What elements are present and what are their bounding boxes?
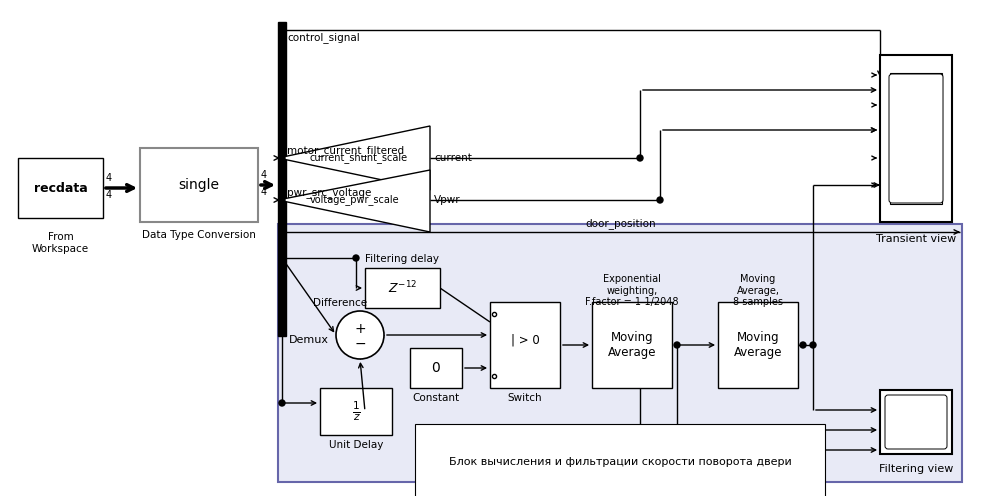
Circle shape xyxy=(279,197,285,203)
Circle shape xyxy=(279,400,285,406)
Bar xyxy=(890,73,942,204)
Text: $\frac{1}{z}$: $\frac{1}{z}$ xyxy=(352,400,361,423)
Text: Vpwr: Vpwr xyxy=(434,195,461,205)
Bar xyxy=(410,348,462,388)
Bar xyxy=(880,55,952,222)
Bar xyxy=(490,302,560,388)
Circle shape xyxy=(279,155,285,161)
Text: 0: 0 xyxy=(432,361,440,375)
Text: current: current xyxy=(434,153,472,163)
FancyBboxPatch shape xyxy=(889,74,943,203)
Text: 4: 4 xyxy=(261,170,268,180)
Text: Блок вычисления и фильтрации скорости поворота двери: Блок вычисления и фильтрации скорости по… xyxy=(449,457,792,467)
Text: Moving
Average,
8 samples: Moving Average, 8 samples xyxy=(733,274,783,307)
Polygon shape xyxy=(278,170,430,232)
Bar xyxy=(880,390,952,454)
Text: +: + xyxy=(354,322,366,336)
Text: Filtering view: Filtering view xyxy=(879,464,953,474)
Text: recdata: recdata xyxy=(34,182,87,194)
Bar xyxy=(278,224,962,482)
Circle shape xyxy=(279,27,285,33)
Text: Filtering delay: Filtering delay xyxy=(366,254,440,264)
Polygon shape xyxy=(278,126,430,190)
Circle shape xyxy=(674,342,680,348)
Text: pwr_src_voltage: pwr_src_voltage xyxy=(287,187,372,198)
Text: Constant: Constant xyxy=(413,393,460,403)
Text: Demux: Demux xyxy=(289,335,329,345)
Circle shape xyxy=(353,255,359,261)
Text: motor_current_filtered: motor_current_filtered xyxy=(287,145,404,156)
Text: Moving
Average: Moving Average xyxy=(733,331,783,359)
Bar xyxy=(365,268,440,308)
Text: $Z^{-12}$: $Z^{-12}$ xyxy=(388,280,417,296)
Text: 4: 4 xyxy=(106,173,112,183)
Text: Switch: Switch xyxy=(508,393,542,403)
Text: 4: 4 xyxy=(261,187,268,197)
Text: Exponential
weighting,
F.factor = 1-1/2048: Exponential weighting, F.factor = 1-1/20… xyxy=(585,274,678,307)
Text: −: − xyxy=(354,337,366,351)
Bar xyxy=(278,22,286,336)
Circle shape xyxy=(336,311,384,359)
Bar xyxy=(718,302,798,388)
Text: voltage_pwr_scale: voltage_pwr_scale xyxy=(310,194,400,205)
Text: control_signal: control_signal xyxy=(287,32,360,43)
Text: Data Type Conversion: Data Type Conversion xyxy=(142,230,256,240)
Bar xyxy=(140,148,258,222)
Circle shape xyxy=(657,197,663,203)
Text: From
Workspace: From Workspace xyxy=(32,232,89,253)
Text: Moving
Average: Moving Average xyxy=(608,331,656,359)
Circle shape xyxy=(279,255,285,261)
Text: single: single xyxy=(178,178,219,192)
Bar xyxy=(18,158,103,218)
Circle shape xyxy=(810,342,816,348)
Bar xyxy=(320,388,392,435)
Circle shape xyxy=(637,155,643,161)
Circle shape xyxy=(800,342,806,348)
Text: Unit Delay: Unit Delay xyxy=(329,440,383,450)
Text: door_position: door_position xyxy=(586,218,656,229)
Text: Transient view: Transient view xyxy=(876,234,956,244)
Text: current_shunt_scale: current_shunt_scale xyxy=(310,153,408,164)
FancyBboxPatch shape xyxy=(885,395,947,449)
Bar xyxy=(592,302,672,388)
Text: Difference: Difference xyxy=(313,298,367,308)
Text: 4: 4 xyxy=(106,190,112,200)
Text: | > 0: | > 0 xyxy=(511,333,539,347)
